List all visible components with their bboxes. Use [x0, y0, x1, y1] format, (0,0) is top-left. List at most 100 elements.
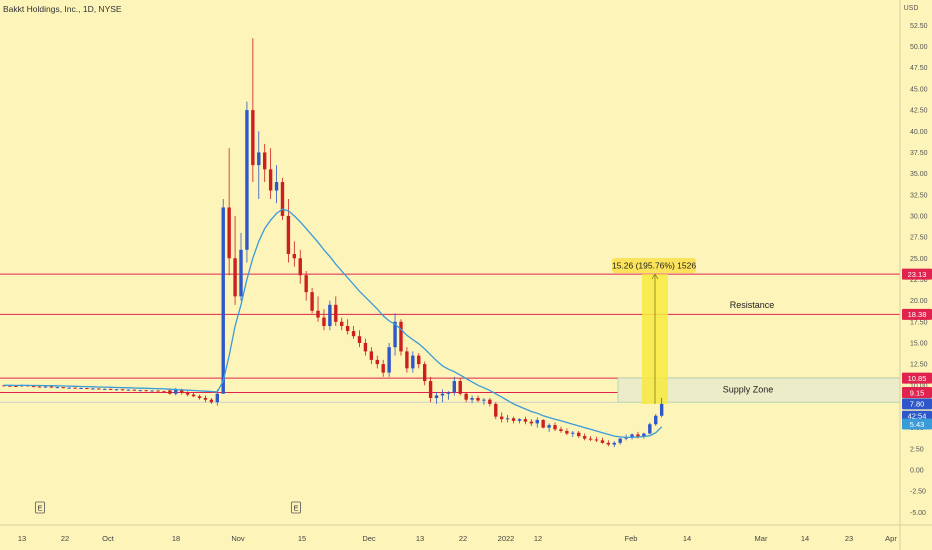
candle-body [239, 249, 243, 297]
candle-body [363, 342, 368, 352]
earnings-marker-box [35, 501, 45, 514]
candle-body [227, 207, 231, 259]
candle-body [559, 429, 563, 432]
x-tick-label: Oct [102, 534, 115, 543]
candle-body [357, 336, 362, 343]
x-tick-label: 23 [845, 534, 853, 543]
candle-body [470, 397, 474, 400]
candle-body [197, 396, 202, 398]
candle-body [126, 389, 131, 391]
supply-zone-label: Supply Zone [723, 385, 774, 395]
measure-label-box [612, 258, 696, 273]
candle-body [588, 438, 593, 440]
candle-body [345, 326, 350, 332]
candle-body [180, 389, 184, 393]
candle-body [334, 304, 338, 322]
candle-body [387, 347, 391, 373]
candle-body [434, 395, 439, 398]
candle-body [571, 432, 575, 434]
candle-body [168, 390, 172, 394]
x-tick-label: 14 [683, 534, 691, 543]
y-tick-label: 2.50 [910, 446, 924, 453]
candle-body [43, 386, 48, 388]
candle-body [120, 389, 125, 391]
price-tag-box [902, 268, 932, 280]
candle-body [251, 110, 255, 166]
candle-body [73, 387, 77, 389]
x-tick-label: Dec [362, 534, 376, 543]
candle-body [298, 258, 302, 276]
moving-average [4, 208, 663, 439]
price-tag-label: 23.13 [908, 270, 927, 279]
candle-body [422, 364, 427, 382]
candle-body [642, 433, 646, 437]
resistance-label: Resistance [730, 300, 775, 310]
candle-body [582, 436, 587, 439]
y-tick-label: 47.50 [910, 65, 928, 72]
candle-body [535, 420, 539, 424]
candle-body [648, 424, 652, 434]
currency-label: USD [904, 5, 919, 12]
x-tick-label: 13 [416, 534, 424, 543]
candle-body [150, 390, 154, 392]
candle-body [156, 390, 160, 392]
candle-body [476, 397, 480, 401]
candle-body [500, 416, 504, 420]
candle-body [411, 355, 415, 369]
candle-body [49, 386, 54, 388]
candle-body [340, 321, 344, 327]
candle-body [606, 442, 611, 445]
candle-body [612, 442, 616, 445]
y-tick-label: 0.00 [910, 467, 924, 474]
candle-body [369, 351, 374, 360]
candle-body [14, 385, 18, 387]
candle-body [523, 419, 528, 422]
candle-body [618, 438, 622, 443]
measure-label: 15.26 (195.76%) 1526 [612, 261, 696, 271]
candle-body [132, 389, 137, 391]
y-tick-label: 37.50 [910, 150, 928, 157]
candle-body [440, 393, 445, 396]
x-tick-label: 22 [61, 534, 69, 543]
candle-body [233, 258, 237, 297]
y-tick-label: 45.00 [910, 86, 928, 93]
symbol-title: Bakkt Holdings, Inc., 1D, NYSE [3, 4, 122, 14]
price-tag-box [902, 418, 932, 430]
candle-body [97, 388, 101, 390]
candle-body [108, 388, 113, 390]
x-tick-label: Mar [755, 534, 768, 543]
y-tick-label: 22.50 [910, 277, 928, 284]
candle-body [67, 387, 71, 389]
candle-body [304, 275, 308, 293]
candle-body [55, 387, 60, 389]
x-tick-label: 13 [18, 534, 26, 543]
measure-tool: 15.26 (195.76%) 1526 [612, 258, 696, 404]
x-tick-label: 22 [459, 534, 467, 543]
x-tick-label: 2022 [498, 534, 515, 543]
candle-body [458, 381, 462, 394]
candle-body [529, 421, 534, 424]
candle-body [263, 152, 267, 170]
time-axis: 13 22 Oct 18 Nov 15 Dec 13 22 2022 12 Feb 14 Mar 14 23 A… [0, 501, 932, 543]
y-tick-label: 10.00 [910, 383, 928, 390]
x-tick-label: 18 [172, 534, 180, 543]
x-tick-label: Feb [625, 534, 638, 543]
candle-body [221, 207, 225, 394]
candle-body [393, 321, 397, 348]
earnings-marker-label: E [293, 504, 298, 513]
candle-body [446, 392, 451, 394]
y-tick-label: 15.00 [910, 340, 928, 347]
candle-body [577, 432, 581, 437]
candle-body [594, 439, 599, 441]
candle-body [541, 420, 545, 428]
candle-body [565, 431, 569, 434]
candle-body [215, 393, 219, 403]
price-tag-box [902, 386, 932, 398]
x-tick-label: 14 [801, 534, 809, 543]
candle-body [351, 331, 356, 337]
candle-body [328, 304, 332, 327]
x-tick-label: Nov [231, 534, 245, 543]
candle-body [399, 321, 403, 352]
